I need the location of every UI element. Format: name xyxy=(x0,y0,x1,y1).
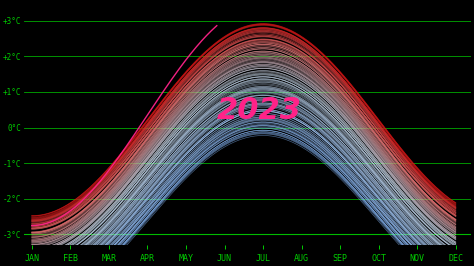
Text: 2023: 2023 xyxy=(217,96,302,125)
